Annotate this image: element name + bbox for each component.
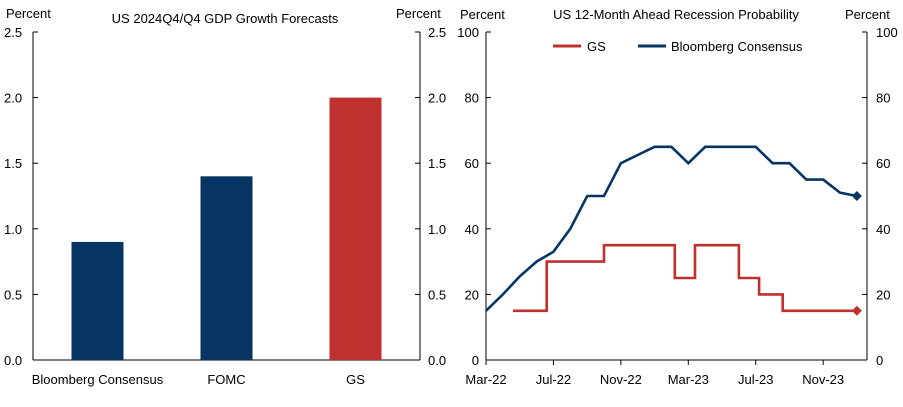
recession-left-tick-label: 60 <box>465 156 479 171</box>
gdp-right-tick-label: 2.0 <box>428 91 446 106</box>
gdp-left-tick-label: 0.0 <box>4 353 22 368</box>
recession-left-tick-label: 20 <box>465 287 479 302</box>
recession-right-axis-unit: Percent <box>845 7 890 22</box>
gdp-left-tick-label: 1.0 <box>4 222 22 237</box>
recession-x-tick-label: Mar-23 <box>668 372 709 387</box>
bloomberg-endpoint-marker <box>851 191 862 201</box>
legend-bloomberg-label: Bloomberg Consensus <box>671 39 803 54</box>
recession-right-tick-label: 0 <box>876 353 883 368</box>
recession-left-tick-label: 80 <box>465 91 479 106</box>
recession-left-axis-unit: Percent <box>460 7 505 22</box>
gdp-category-label: GS <box>346 372 365 387</box>
recession-x-tick-label: Jul-22 <box>536 372 571 387</box>
gs-series-line <box>513 243 857 313</box>
gdp-right-tick-label: 2.5 <box>428 25 446 40</box>
recession-x-tick-label: Jul-23 <box>738 372 773 387</box>
recession-right-tick-label: 80 <box>876 91 890 106</box>
gdp-left-tick-label: 2.0 <box>4 91 22 106</box>
recession-left-tick-label: 40 <box>465 222 479 237</box>
recession-x-tick-label: Mar-22 <box>465 372 506 387</box>
gdp-right-tick-label: 0.0 <box>428 353 446 368</box>
recession-right-tick-label: 100 <box>876 25 898 40</box>
gdp-bar <box>329 97 382 360</box>
gdp-category-label: Bloomberg Consensus <box>32 372 164 387</box>
recession-legend: GS Bloomberg Consensus <box>553 39 803 54</box>
gdp-forecast-chart: US 2024Q4/Q4 GDP Growth Forecasts Percen… <box>4 6 446 387</box>
recession-x-tick-label: Nov-23 <box>802 372 844 387</box>
gdp-right-tick-label: 1.0 <box>428 222 446 237</box>
recession-left-tick-label: 0 <box>472 353 479 368</box>
gdp-bar <box>71 241 124 360</box>
gdp-category-label: FOMC <box>207 372 245 387</box>
legend-gs-label: GS <box>587 39 606 54</box>
recession-right-tick-label: 40 <box>876 222 890 237</box>
gdp-right-axis-unit: Percent <box>396 6 441 21</box>
recession-chart-title: US 12-Month Ahead Recession Probability <box>553 7 799 22</box>
recession-lines <box>485 145 862 316</box>
gs-endpoint-marker <box>851 305 862 316</box>
gdp-left-tick-label: 1.5 <box>4 156 22 171</box>
gdp-right-tick-label: 1.5 <box>428 156 446 171</box>
gdp-left-tick-label: 2.5 <box>4 25 22 40</box>
recession-x-tick-label: Nov-22 <box>600 372 642 387</box>
gdp-chart-title: US 2024Q4/Q4 GDP Growth Forecasts <box>112 11 339 26</box>
gdp-bar <box>200 176 253 360</box>
recession-axes: 0 0 20 20 40 40 60 60 80 80 100 100 Mar-22 Jul-22 Nov-… <box>457 25 897 387</box>
recession-probability-chart: US 12-Month Ahead Recession Probability … <box>457 7 897 387</box>
gdp-right-tick-label: 0.5 <box>428 287 446 302</box>
gdp-bars: Bloomberg Consensus FOMC GS <box>32 97 382 387</box>
recession-right-tick-label: 60 <box>876 156 890 171</box>
recession-left-tick-label: 100 <box>457 25 479 40</box>
bloomberg-series-line <box>485 145 858 312</box>
gdp-left-axis-unit: Percent <box>6 6 51 21</box>
gdp-left-tick-label: 0.5 <box>4 287 22 302</box>
recession-right-tick-label: 20 <box>876 287 890 302</box>
